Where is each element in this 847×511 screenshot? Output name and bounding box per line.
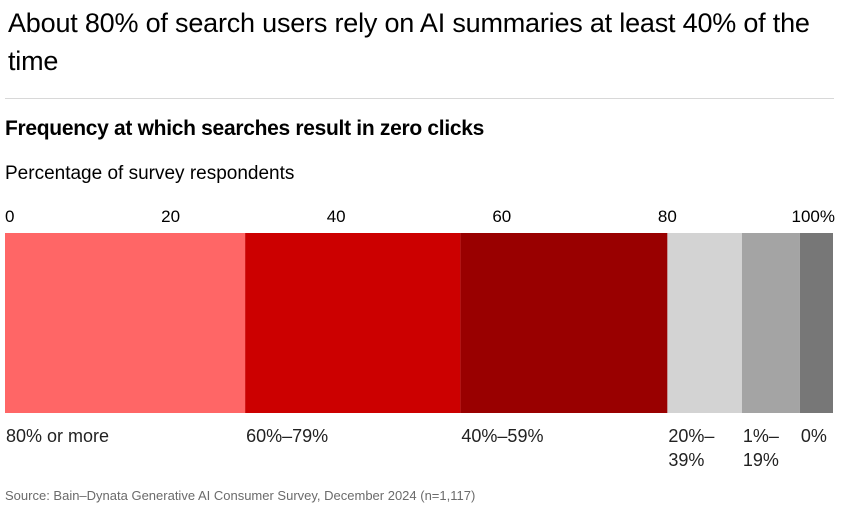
- source-note: Source: Bain–Dynata Generative AI Consum…: [5, 488, 476, 503]
- category-label-line: 39%: [668, 450, 705, 470]
- x-tick-label: 40: [326, 207, 346, 226]
- category-label: 80% or more: [6, 424, 109, 448]
- category-label: 1%– 19%: [743, 424, 779, 472]
- category-label-line: 40%–59%: [461, 426, 544, 446]
- category-label: 40%–59%: [461, 424, 543, 448]
- page-title: About 80% of search users rely on AI sum…: [8, 8, 810, 76]
- category-label-line: 19%: [742, 450, 779, 470]
- category-label-line: 80% or more: [6, 426, 110, 446]
- bar-segment: [245, 233, 461, 413]
- bar-segment: [5, 233, 246, 413]
- axis-label: Percentage of survey respondents: [5, 163, 295, 184]
- bar-segment: [741, 233, 800, 413]
- chart-title: Frequency at which searches result in ze…: [5, 117, 485, 140]
- category-label-line: 60%–79%: [246, 426, 329, 446]
- bar-segment: [667, 233, 742, 413]
- x-tick-label: 60: [492, 207, 512, 226]
- x-tick-label: 0: [5, 207, 15, 226]
- bar-segment: [799, 233, 833, 413]
- x-tick-label: 20: [161, 207, 181, 226]
- divider: [5, 98, 834, 99]
- category-label-line: 0%: [800, 426, 827, 446]
- category-label: 60%–79%: [246, 424, 328, 448]
- bar-segment: [460, 233, 668, 413]
- category-label: 0%: [801, 424, 827, 448]
- category-label-line: 20%–: [668, 426, 715, 446]
- x-tick-label: 80: [657, 207, 677, 226]
- x-tick-label: 100%: [791, 207, 835, 226]
- category-label-line: 1%–: [742, 426, 779, 446]
- category-label: 20%– 39%: [668, 424, 714, 472]
